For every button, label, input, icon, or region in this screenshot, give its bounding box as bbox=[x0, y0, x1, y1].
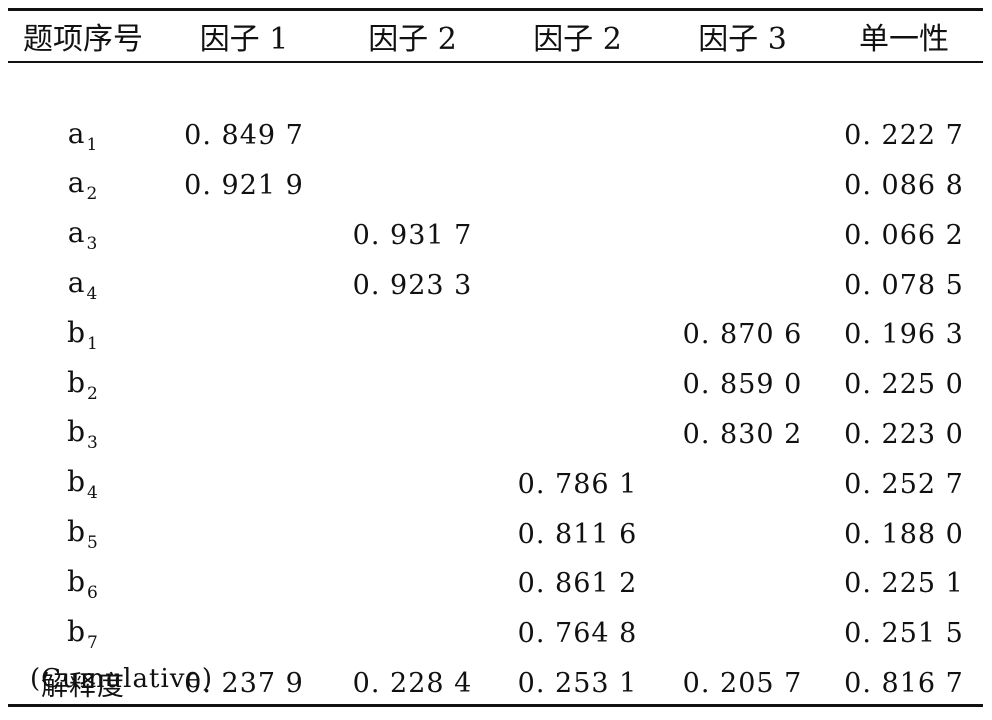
table-row: b4 0. 786 1 0. 252 7 bbox=[8, 459, 983, 509]
loading-cell bbox=[660, 459, 825, 509]
summary-cell: 0. 205 7 bbox=[682, 667, 803, 699]
loading-cell: 0. 921 9 bbox=[184, 169, 304, 201]
loading-cell bbox=[158, 360, 330, 410]
summary-cell: 0. 816 7 bbox=[844, 667, 964, 699]
loading-cell bbox=[495, 360, 660, 410]
loading-cell bbox=[158, 459, 330, 509]
table-row: b3 0. 830 2 0. 223 0 bbox=[8, 410, 983, 460]
loading-cell bbox=[158, 509, 330, 559]
loading-cell bbox=[660, 111, 825, 161]
loading-cell: 0. 786 1 bbox=[517, 468, 638, 500]
loading-cell bbox=[158, 559, 330, 609]
loading-cell bbox=[330, 559, 495, 609]
loading-cell bbox=[660, 210, 825, 260]
table-row: a1 0. 849 7 0. 222 7 bbox=[8, 111, 983, 161]
summary-cell: 0. 253 1 bbox=[517, 667, 638, 699]
loading-cell bbox=[330, 459, 495, 509]
loading-cell bbox=[330, 609, 495, 659]
header-item-number: 题项序号 bbox=[23, 22, 143, 57]
loading-cell bbox=[660, 559, 825, 609]
loading-cell: 0. 764 8 bbox=[517, 618, 638, 650]
header-factor-2-second: 因子 2 bbox=[533, 22, 622, 57]
item-label: b5 bbox=[67, 515, 99, 554]
summary-row: 解释度 0. 237 9 0. 228 4 0. 253 1 0. 205 7 … bbox=[8, 659, 983, 709]
loading-cell bbox=[330, 360, 495, 410]
table-row: b7 0. 764 8 0. 251 5 bbox=[8, 609, 983, 659]
spacer-row bbox=[8, 61, 983, 111]
item-label: a4 bbox=[67, 266, 99, 305]
uniqueness-cell: 0. 223 0 bbox=[844, 418, 964, 450]
item-label: b3 bbox=[67, 415, 99, 454]
header-row: 题项序号 因子 1 因子 2 因子 2 因子 3 单一性 bbox=[8, 11, 983, 61]
table-row: b2 0. 859 0 0. 225 0 bbox=[8, 360, 983, 410]
loading-cell: 0. 870 6 bbox=[682, 319, 803, 351]
loading-cell: 0. 861 2 bbox=[517, 568, 638, 600]
loading-cell bbox=[660, 509, 825, 559]
loading-cell bbox=[495, 310, 660, 360]
table-row: b5 0. 811 6 0. 188 0 bbox=[8, 509, 983, 559]
header-factor-1: 因子 1 bbox=[199, 22, 289, 57]
table-bottom-rule bbox=[8, 704, 983, 707]
uniqueness-cell: 0. 196 3 bbox=[844, 319, 964, 351]
loading-cell bbox=[330, 310, 495, 360]
summary-cell: 0. 237 9 bbox=[184, 667, 304, 699]
loading-cell bbox=[330, 111, 495, 161]
loading-cell: 0. 811 6 bbox=[517, 518, 638, 550]
factor-loading-table: 题项序号 因子 1 因子 2 因子 2 因子 3 单一性 a1 0. 849 7… bbox=[8, 11, 983, 708]
loading-cell bbox=[330, 161, 495, 211]
table-row: b6 0. 861 2 0. 225 1 bbox=[8, 559, 983, 609]
loading-cell: 0. 849 7 bbox=[184, 120, 304, 152]
header-rule bbox=[8, 61, 983, 63]
loading-cell bbox=[330, 410, 495, 460]
table-row: b1 0. 870 6 0. 196 3 bbox=[8, 310, 983, 360]
loading-cell: 0. 830 2 bbox=[682, 418, 803, 450]
uniqueness-cell: 0. 252 7 bbox=[844, 468, 964, 500]
loading-cell bbox=[495, 210, 660, 260]
table-row: a2 0. 921 9 0. 086 8 bbox=[8, 161, 983, 211]
header-uniqueness: 单一性 bbox=[859, 22, 949, 57]
item-label: a3 bbox=[67, 216, 99, 255]
header-factor-2: 因子 2 bbox=[368, 22, 457, 57]
summary-cell: 0. 228 4 bbox=[352, 667, 473, 699]
loading-cell bbox=[158, 410, 330, 460]
loading-cell bbox=[158, 609, 330, 659]
explained-variance-label: 解释度 bbox=[41, 670, 125, 702]
uniqueness-cell: 0. 078 5 bbox=[844, 269, 964, 301]
cumulative-note: (Cumulative) bbox=[30, 664, 213, 694]
loading-cell bbox=[660, 609, 825, 659]
loading-cell bbox=[495, 410, 660, 460]
item-label: a1 bbox=[67, 116, 99, 155]
loading-cell bbox=[495, 111, 660, 161]
uniqueness-cell: 0. 222 7 bbox=[844, 120, 964, 152]
item-label: a2 bbox=[67, 166, 99, 205]
item-label: b4 bbox=[67, 465, 99, 504]
loading-cell: 0. 859 0 bbox=[682, 369, 803, 401]
item-label: b2 bbox=[67, 365, 99, 404]
loading-cell bbox=[660, 260, 825, 310]
table-row: a4 0. 923 3 0. 078 5 bbox=[8, 260, 983, 310]
item-label: b6 bbox=[67, 564, 99, 603]
uniqueness-cell: 0. 086 8 bbox=[844, 169, 964, 201]
loading-cell bbox=[495, 161, 660, 211]
uniqueness-cell: 0. 066 2 bbox=[844, 219, 964, 251]
uniqueness-cell: 0. 225 1 bbox=[844, 568, 964, 600]
table-top-rule bbox=[8, 8, 983, 11]
uniqueness-cell: 0. 225 0 bbox=[844, 369, 964, 401]
loading-cell bbox=[158, 310, 330, 360]
uniqueness-cell: 0. 251 5 bbox=[844, 618, 964, 650]
loading-cell bbox=[158, 260, 330, 310]
loading-cell bbox=[158, 210, 330, 260]
loading-cell bbox=[660, 161, 825, 211]
header-factor-3: 因子 3 bbox=[698, 22, 787, 57]
item-label: b1 bbox=[67, 315, 99, 354]
item-label: b7 bbox=[67, 614, 99, 653]
loading-cell bbox=[330, 509, 495, 559]
loading-cell: 0. 923 3 bbox=[352, 269, 473, 301]
table-row: a3 0. 931 7 0. 066 2 bbox=[8, 210, 983, 260]
loading-cell: 0. 931 7 bbox=[352, 219, 473, 251]
uniqueness-cell: 0. 188 0 bbox=[844, 518, 964, 550]
loading-cell bbox=[495, 260, 660, 310]
